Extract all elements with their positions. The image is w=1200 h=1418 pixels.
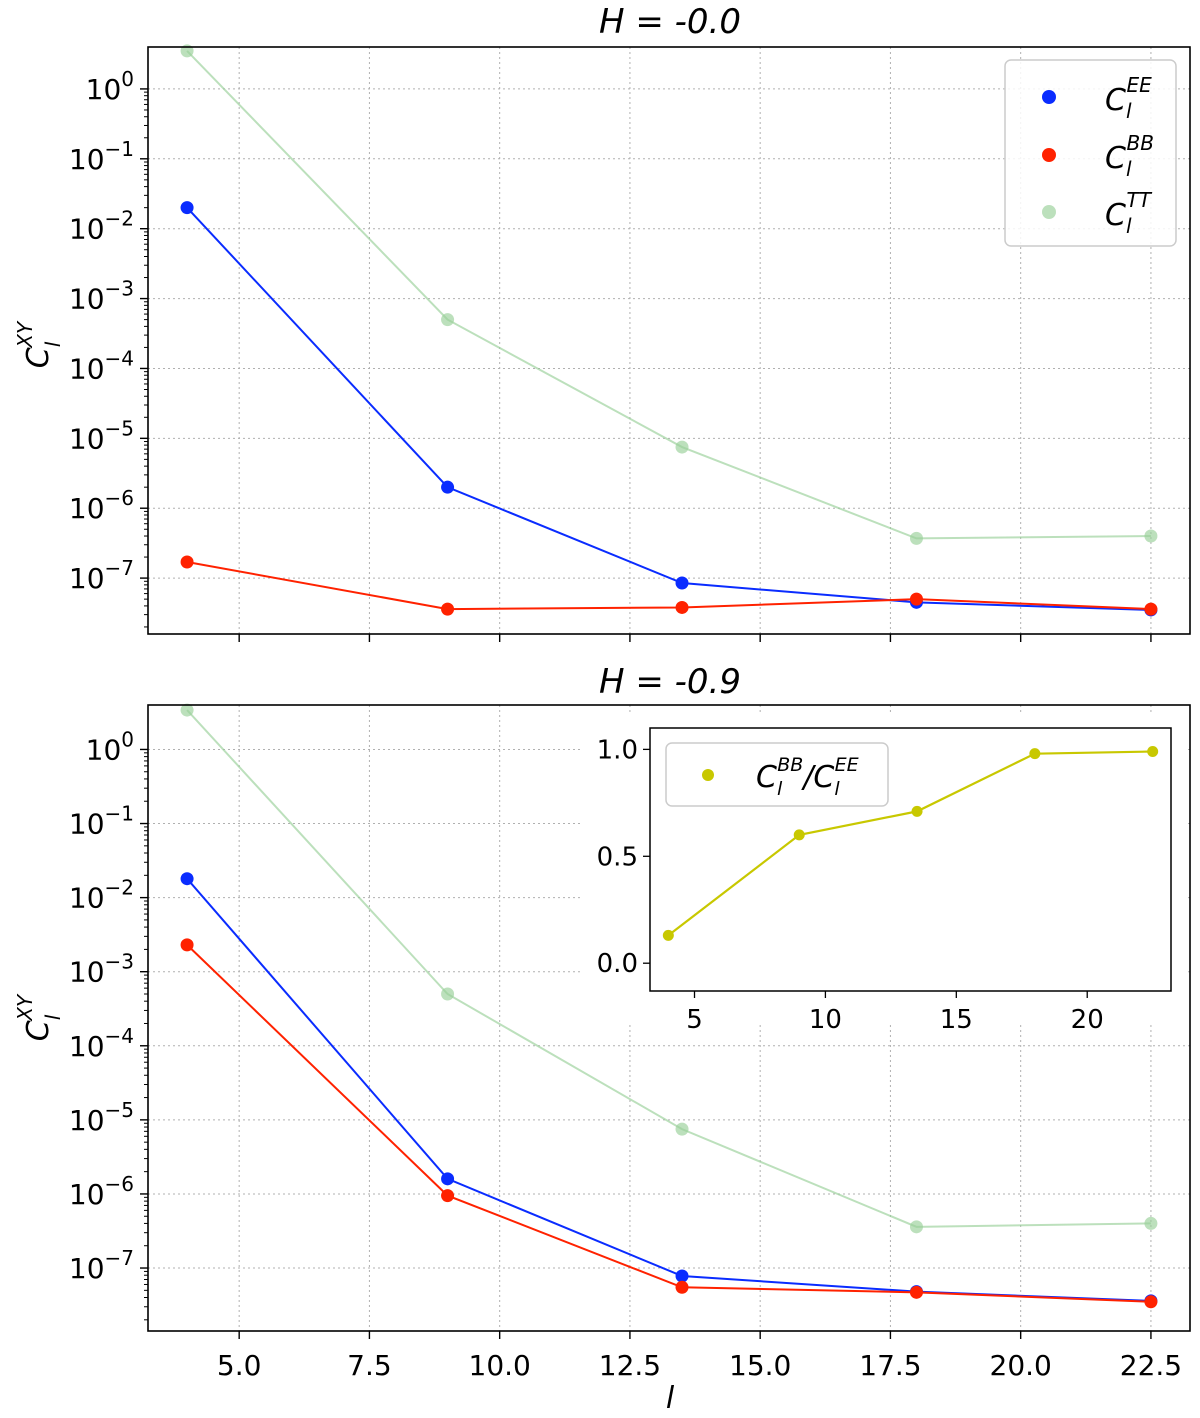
inset-x-tick-label: 10 (809, 1005, 842, 1035)
legend-marker-bb (1042, 148, 1056, 162)
y-tick-label: 10−5 (69, 416, 134, 455)
point-tt (1144, 1216, 1158, 1230)
y-tick-label: 100 (86, 67, 134, 106)
point-ee (441, 480, 455, 494)
point-bb (1144, 602, 1158, 616)
inset-legend-label: ClBB/ClEE (756, 754, 859, 800)
y-tick-label: 10−6 (69, 486, 134, 525)
top-ylabel: ClXY (13, 320, 65, 368)
point-tt (441, 313, 455, 327)
y-tick-label: 10−7 (69, 1246, 134, 1285)
inset-ratio-point (793, 829, 805, 841)
inset-chart: 0.0 0.5 1.0 5 10 15 20 ClBB/ClEE (580, 715, 1185, 1035)
point-ee (180, 872, 194, 886)
x-tick-label: 22.5 (1120, 1349, 1182, 1382)
point-bb (441, 602, 455, 616)
inset-ratio-point (1147, 746, 1159, 758)
point-bb (180, 555, 194, 569)
point-tt (909, 1220, 923, 1234)
legend-label-bb: ClBB (1105, 131, 1154, 181)
point-tt (180, 703, 194, 717)
x-tick-label: 20.0 (990, 1349, 1052, 1382)
top-axes-frame (147, 46, 1191, 635)
point-tt (441, 987, 455, 1001)
point-bb (441, 1189, 455, 1203)
y-tick-label: 100 (86, 727, 134, 766)
top-y-ticks: 100 10−1 10−2 10−3 10−4 10−5 10−6 10−7 (69, 67, 148, 628)
x-tick-label: 15.0 (729, 1349, 791, 1382)
bottom-x-ticks: 5.0 7.5 10.0 12.5 15.0 17.5 20.0 22.5 (217, 1331, 1182, 1382)
y-tick-label: 10−4 (69, 346, 134, 385)
point-ee (675, 1269, 689, 1283)
legend-label-ee: ClEE (1105, 73, 1152, 123)
top-panel: H = -0.0 100 10−1 10−2 10−3 10−4 10−5 10−6 10−7… (13, 2, 1191, 642)
bottom-y-ticks: 100 10−1 10−2 10−3 10−4 10−5 10−6 10−7 (69, 727, 148, 1321)
bottom-axes-frame (147, 704, 1191, 1332)
y-tick-label: 10−2 (69, 207, 134, 246)
inset-ratio-point (662, 929, 674, 941)
series-line-ee (186, 206, 1151, 611)
series-line-bb (186, 561, 1151, 611)
x-tick-label: 5.0 (217, 1349, 262, 1382)
y-tick-label: 10−1 (69, 137, 134, 176)
inset-x-tick-label: 5 (686, 1005, 703, 1035)
y-tick-label: 10−7 (69, 556, 134, 595)
bottom-series (180, 703, 1158, 1309)
legend-marker-tt (1042, 205, 1056, 219)
y-tick-label: 10−2 (69, 876, 134, 915)
point-ee (675, 576, 689, 590)
bottom-xlabel: l (666, 1381, 675, 1416)
y-tick-label: 10−3 (69, 950, 134, 989)
inset-ratio-point (1029, 748, 1041, 760)
inset-legend: ClBB/ClEE (665, 742, 889, 807)
x-tick-label: 10.0 (469, 1349, 531, 1382)
legend-label-tt: ClTT (1105, 188, 1153, 238)
inset-x-tick-label: 20 (1071, 1005, 1104, 1035)
x-tick-label: 7.5 (347, 1349, 392, 1382)
legend-box (1004, 59, 1177, 247)
inset-series (662, 746, 1159, 941)
inset-axes-frame (649, 727, 1172, 992)
top-title: H = -0.0 (599, 2, 741, 42)
point-tt (909, 531, 923, 545)
point-bb (909, 1285, 923, 1299)
inset-y-tick-label: 1.0 (597, 735, 638, 765)
inset-legend-marker (702, 769, 714, 781)
point-bb (675, 600, 689, 614)
x-tick-label: 17.5 (859, 1349, 921, 1382)
point-ee (180, 201, 194, 215)
inset-y-tick-label: 0.5 (597, 842, 638, 872)
point-tt (1144, 529, 1158, 543)
inset-y-ticks: 0.0 0.5 1.0 (597, 735, 650, 979)
point-tt (675, 440, 689, 454)
y-tick-label: 10−6 (69, 1172, 134, 1211)
top-series (180, 44, 1158, 617)
inset-y-tick-label: 0.0 (597, 949, 638, 979)
point-bb (909, 592, 923, 606)
inset-legend-box (665, 742, 889, 807)
point-ee (441, 1172, 455, 1186)
legend-marker-ee (1042, 90, 1056, 104)
bottom-panel: H = -0.9 100 10−1 10−2 10−3 10−4 10−5 10−6 10−7… (13, 662, 1191, 1416)
inset-x-tick-label: 15 (940, 1005, 973, 1035)
bottom-ylabel: ClXY (13, 993, 65, 1041)
inset-ratio-point (911, 805, 923, 817)
point-tt (675, 1122, 689, 1136)
top-x-ticks (238, 634, 1152, 642)
y-tick-label: 10−4 (69, 1024, 134, 1063)
point-bb (1144, 1295, 1158, 1309)
inset-x-ticks: 5 10 15 20 (686, 991, 1104, 1035)
point-bb (675, 1280, 689, 1294)
y-tick-label: 10−1 (69, 802, 134, 841)
y-tick-label: 10−5 (69, 1098, 134, 1137)
y-tick-label: 10−3 (69, 277, 134, 316)
point-bb (180, 938, 194, 952)
bottom-title: H = -0.9 (599, 662, 741, 702)
x-tick-label: 12.5 (599, 1349, 661, 1382)
top-legend: ClEE ClBB ClTT (1004, 59, 1177, 247)
